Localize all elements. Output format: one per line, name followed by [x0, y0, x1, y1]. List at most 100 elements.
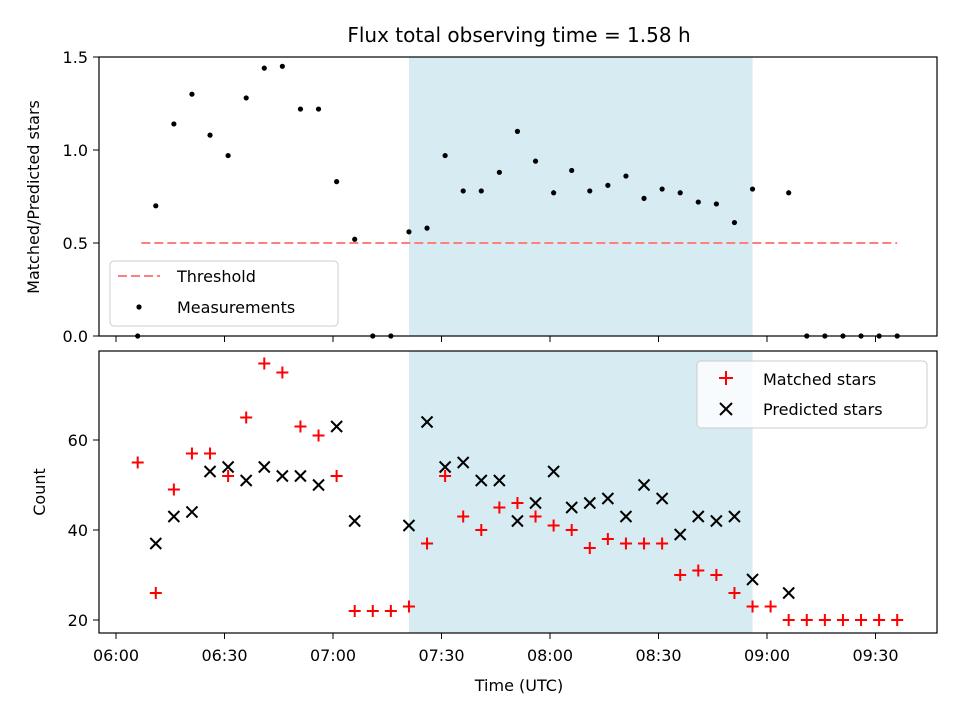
top-y-axis-label: Matched/Predicted stars — [24, 100, 43, 294]
predicted-star-point — [402, 519, 416, 532]
measurement-point — [279, 63, 285, 69]
bottom-y-tick-label: 60 — [68, 431, 88, 450]
predicted-star-point — [601, 492, 615, 505]
matched-star-point — [873, 614, 886, 626]
matched-star-point — [583, 542, 596, 554]
top-panel: 0.0 0.5 1.0 1.5 Matched/Predicted stars Thr… — [24, 48, 938, 346]
matched-star-point — [240, 411, 253, 424]
matched-star-point — [656, 537, 669, 550]
bottom-y-tick-label: 20 — [68, 611, 88, 630]
matched-star-point — [258, 357, 271, 370]
matched-star-point — [204, 447, 217, 460]
measurement-point — [352, 236, 358, 242]
matched-star-point — [619, 537, 632, 550]
matched-star-point — [131, 456, 144, 469]
legend-predicted-swatch — [719, 402, 733, 416]
measurement-point — [587, 188, 593, 194]
matched-star-point — [746, 600, 759, 613]
measurement-point — [406, 229, 412, 235]
x-tick-label: 06:30 — [201, 646, 247, 665]
matched-star-point — [330, 470, 343, 482]
measurement-point — [786, 190, 792, 196]
bottom-x-ticks: 06:00 06:30 07:00 07:30 08:00 08:30 09:00 09:30 — [93, 633, 899, 665]
measurement-point — [478, 188, 484, 194]
bottom-observing-span — [408, 351, 753, 633]
measurement-point — [713, 201, 719, 207]
predicted-star-point — [203, 465, 217, 478]
measurement-point — [677, 190, 683, 196]
measurement-point — [261, 65, 267, 71]
predicted-star-point — [167, 510, 181, 523]
predicted-star-point — [619, 510, 633, 523]
top-y-ticks: 0.0 0.5 1.0 1.5 — [63, 48, 99, 346]
predicted-star-point — [420, 415, 434, 429]
matched-star-point — [384, 605, 397, 617]
matched-star-point — [366, 605, 379, 617]
predicted-star-point — [312, 478, 325, 492]
predicted-star-point — [221, 460, 235, 474]
predicted-star-point — [294, 469, 307, 483]
predicted-star-point — [746, 573, 759, 586]
matched-star-point — [185, 447, 198, 460]
predicted-star-point — [692, 510, 705, 523]
matched-star-point — [836, 614, 849, 626]
predicted-star-point — [475, 474, 488, 487]
matched-star-point — [601, 533, 614, 545]
x-tick-label: 06:00 — [93, 646, 139, 665]
matched-star-point — [439, 470, 452, 482]
bottom-panel: 20 40 60 06:00 06:30 07:00 07:30 08:00 08:30 09:… — [30, 350, 938, 695]
measurement-point — [514, 128, 521, 134]
matched-star-point — [800, 614, 813, 626]
predicted-star-point — [529, 496, 542, 510]
x-axis-label: Time (UTC) — [474, 676, 563, 695]
predicted-star-point — [276, 469, 289, 483]
measurement-point — [334, 179, 340, 185]
predicted-star-point — [258, 460, 271, 474]
matched-star-point — [511, 497, 524, 509]
top-y-tick-label: 0.0 — [63, 327, 88, 346]
matched-star-point — [421, 537, 434, 550]
measurement-point — [659, 186, 665, 192]
measurement-point — [315, 106, 322, 112]
matched-star-point — [457, 510, 470, 523]
matched-star-point — [764, 600, 777, 613]
predicted-star-point — [511, 514, 524, 528]
predicted-star-point — [655, 492, 669, 505]
top-y-tick-label: 1.5 — [63, 48, 88, 67]
predicted-star-point — [330, 420, 343, 433]
matched-stars-points — [131, 357, 904, 626]
x-tick-label: 08:00 — [527, 646, 573, 665]
matched-star-point — [276, 366, 289, 379]
x-tick-label: 08:30 — [635, 646, 681, 665]
chart-title: Flux total observing time = 1.58 h — [347, 23, 690, 47]
top-axes-frame — [98, 56, 938, 337]
predicted-star-point — [782, 586, 795, 600]
legend-measurements-label: Measurements — [177, 298, 295, 317]
matched-star-point — [710, 569, 723, 581]
measurement-point — [551, 190, 557, 196]
bottom-y-tick-label: 40 — [68, 521, 88, 540]
matched-star-point — [475, 524, 488, 536]
matched-star-point — [565, 524, 578, 536]
matched-star-point — [855, 614, 868, 626]
x-tick-label: 07:00 — [310, 646, 356, 665]
bottom-y-axis-label: Count — [30, 468, 49, 516]
predicted-star-point — [185, 505, 199, 519]
measurement-point — [153, 203, 159, 209]
predicted-star-point — [673, 528, 687, 541]
x-tick-label: 09:30 — [852, 646, 898, 665]
measurement-point — [171, 121, 177, 127]
predicted-stars-points — [149, 415, 795, 600]
predicted-star-point — [583, 496, 596, 510]
predicted-star-point — [547, 465, 560, 478]
measurement-point — [749, 186, 756, 192]
predicted-star-point — [438, 460, 452, 474]
matched-star-point — [348, 605, 361, 617]
top-x-ticks — [115, 336, 876, 342]
predicted-star-point — [710, 514, 723, 528]
legend-measurements-swatch — [136, 304, 142, 310]
measurement-point — [243, 95, 249, 101]
predicted-star-point — [239, 474, 253, 487]
measurement-point — [641, 195, 647, 201]
